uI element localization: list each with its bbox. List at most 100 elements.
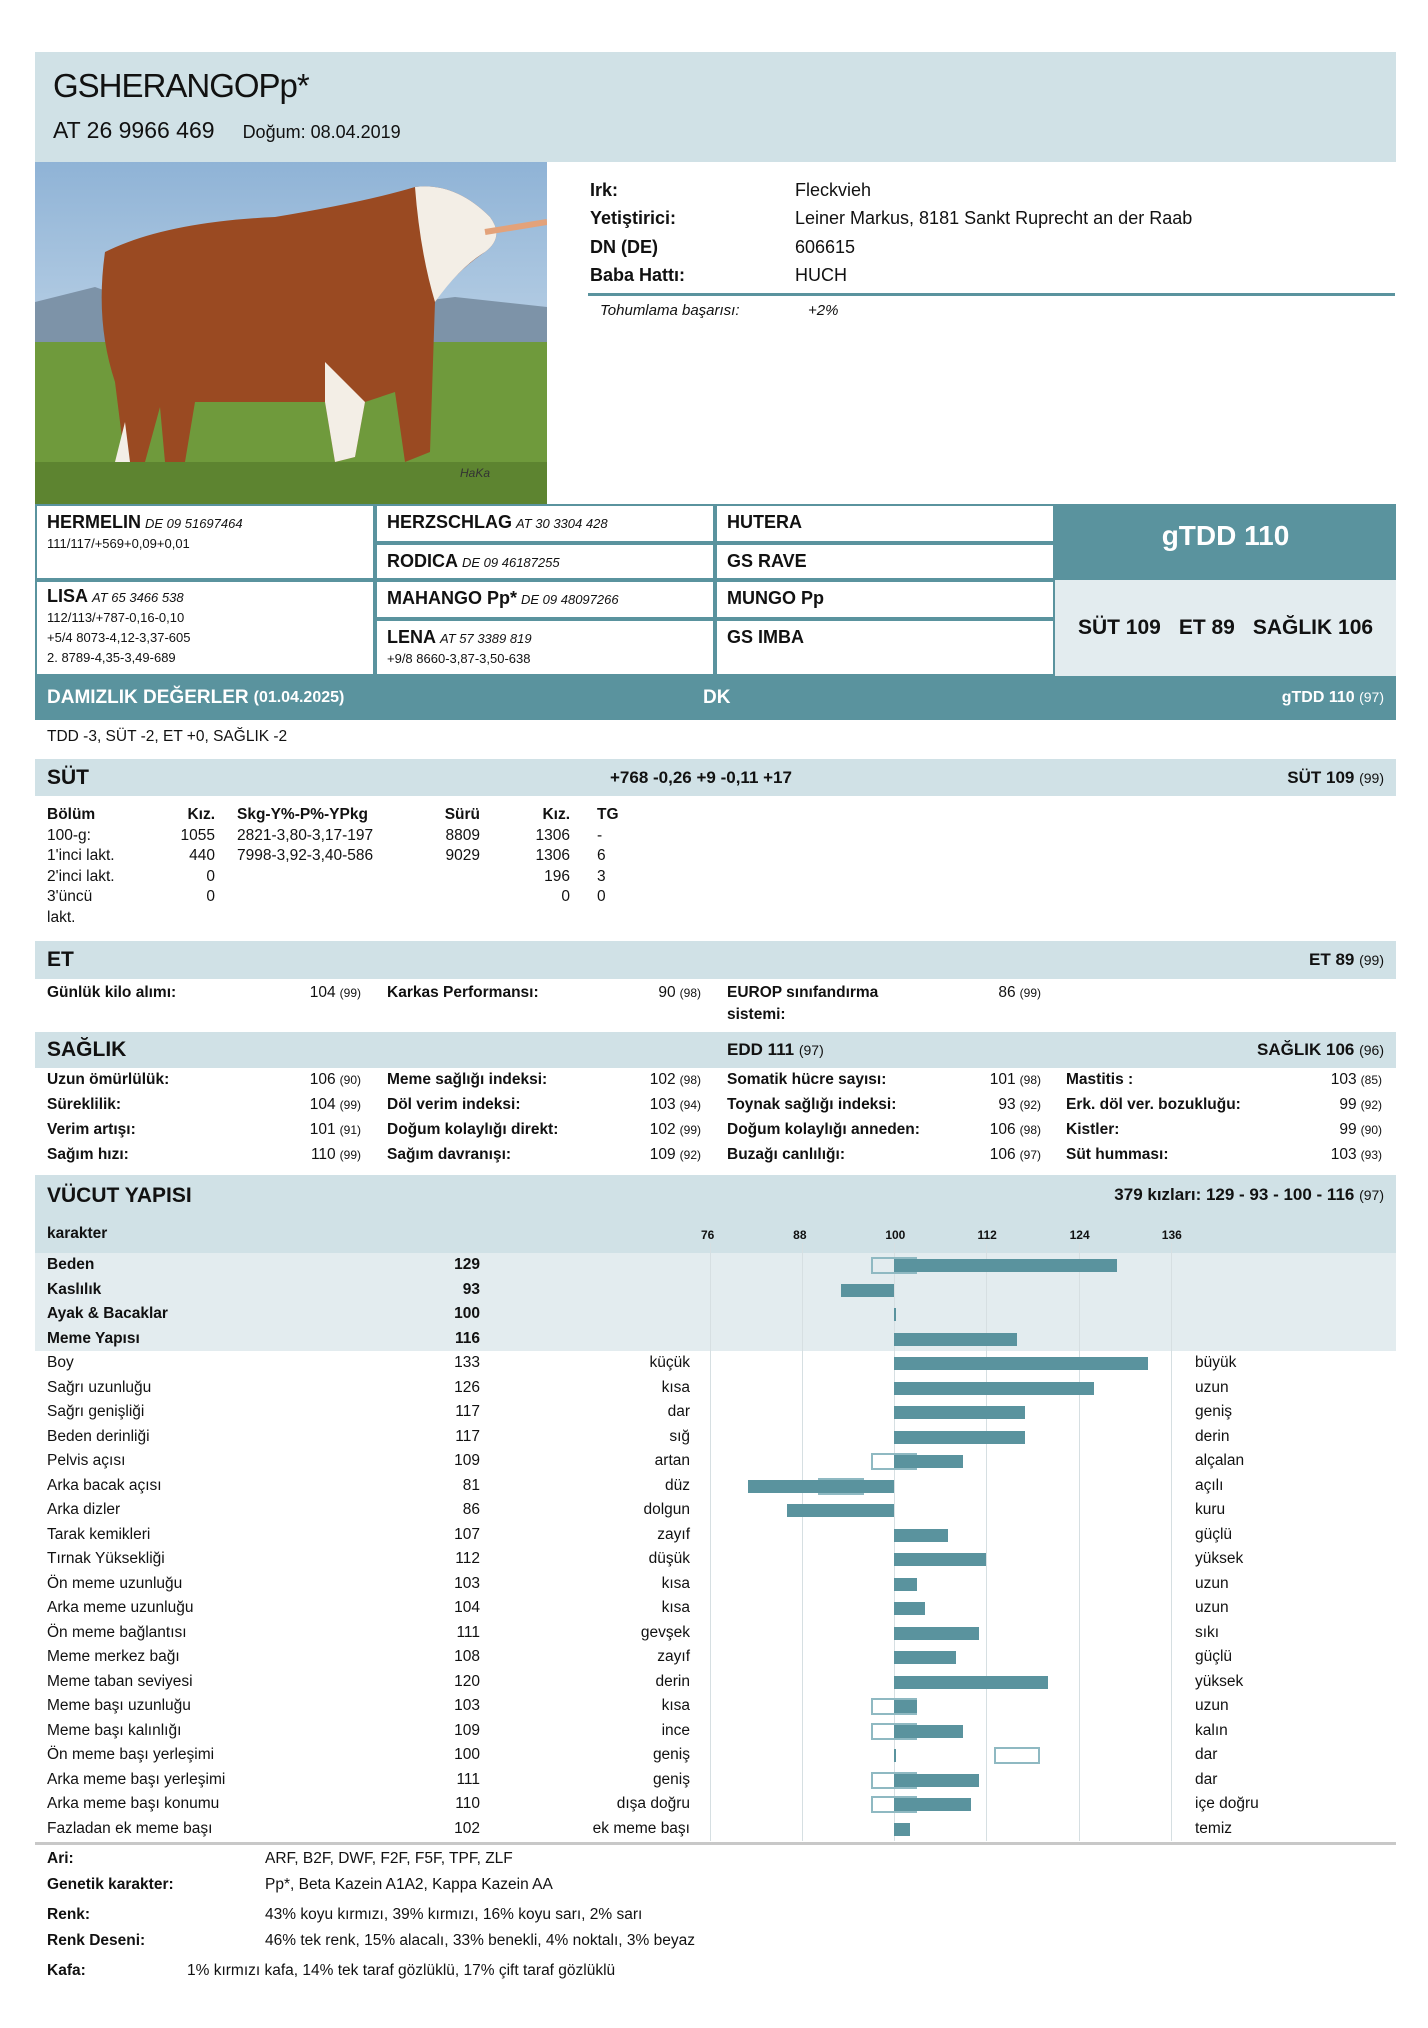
gridline — [1078, 1449, 1080, 1474]
bar-cell — [700, 1473, 1180, 1498]
trait-value: 81 — [462, 1476, 480, 1494]
gridline — [1170, 1326, 1172, 1351]
trait-value: 104 — [454, 1599, 480, 1616]
saglik-title: SAĞLIK — [47, 1038, 127, 1061]
metric-value: 103 (94) — [649, 1096, 701, 1113]
pedigree-sire[interactable]: HERMELIN DE 09 51697464 111/117/+569+0,09+… — [35, 504, 375, 580]
trait-name: Sağrı genişliği — [47, 1403, 145, 1420]
gridline — [1170, 1571, 1172, 1596]
gridline — [802, 1718, 804, 1743]
bar-cell — [700, 1596, 1180, 1621]
metric-value: 93 (92) — [998, 1096, 1041, 1113]
gridline — [802, 1522, 804, 1547]
high-descriptor: sıkı — [1195, 1623, 1220, 1641]
info-row: Baba Hattı: HUCH — [590, 262, 1395, 291]
high-descriptor: dar — [1195, 1770, 1218, 1788]
bar-cell — [700, 1302, 1180, 1327]
trait-value: 107 — [454, 1525, 480, 1543]
gridline — [1170, 1449, 1172, 1474]
column-header: Sürü — [444, 806, 480, 823]
footer-value: ARF, B2F, DWF, F2F, F5F, TPF, ZLF — [265, 1850, 513, 1867]
footer-label: Renk: — [47, 1906, 91, 1923]
table-row: 100-g: 1055 2821-3,80-3,17-197 8809 1306 - — [47, 827, 647, 848]
pedigree-dam-sire[interactable]: MAHANGO Pp* DE 09 48097266 — [375, 580, 715, 619]
low-descriptor: ek meme başı — [592, 1819, 690, 1837]
damizlik-center: DK — [703, 687, 731, 708]
bar-cell — [700, 1424, 1180, 1449]
trait-bar — [894, 1528, 949, 1542]
pedigree-sire-dam[interactable]: RODICA DE 09 46187255 — [375, 543, 715, 580]
gridline — [1170, 1424, 1172, 1449]
bar-cell — [700, 1694, 1180, 1719]
trait-value: 117 — [455, 1427, 480, 1445]
axis-tick-label: 88 — [793, 1228, 807, 1242]
pedigree-sss[interactable]: HUTERA — [715, 504, 1055, 543]
linear-trait-row: Arka dizler 86 dolgun kuru — [35, 1498, 1396, 1523]
high-descriptor: kalın — [1195, 1721, 1228, 1739]
trait-bar — [786, 1504, 895, 1517]
gridline — [710, 1694, 711, 1719]
axis-tick-label: 136 — [1161, 1228, 1182, 1242]
metric-label: Erk. döl ver. bozukluğu: — [1066, 1096, 1241, 1113]
gridline — [894, 1498, 896, 1523]
gridline — [802, 1596, 804, 1621]
metric-value: 104 (99) — [309, 1096, 361, 1113]
gridline — [986, 1645, 988, 1670]
pedigree-dam[interactable]: LISA AT 65 3466 538 112/113/+787-0,16-0,10… — [35, 580, 375, 676]
sut-right: SÜT 109 (99) — [1287, 767, 1384, 787]
linear-trait-row: Tırnak Yüksekliği 112 düşük yüksek — [35, 1547, 1396, 1572]
pedigree-sire-sire[interactable]: HERZSCHLAG AT 30 3304 428 — [375, 504, 715, 543]
trait-bar — [894, 1357, 1148, 1370]
trait-name: Meme başı uzunluğu — [47, 1697, 191, 1714]
animal-name: GSHERANGOPp* — [53, 67, 310, 104]
table-cell: 7998-3,92-3,40-586 — [237, 847, 374, 864]
bar-cell — [700, 1326, 1180, 1351]
high-descriptor: güçlü — [1195, 1648, 1233, 1665]
trait-bar — [894, 1332, 1018, 1346]
saglik-center: EDD 111 (97) — [727, 1040, 824, 1059]
column-header: TG — [597, 806, 619, 823]
pedigree-sds[interactable]: GS RAVE — [715, 543, 1055, 580]
et-title: ET — [47, 948, 74, 971]
trait-name: Ön meme uzunluğu — [47, 1574, 183, 1592]
metric-value: 99 (90) — [1339, 1121, 1382, 1138]
trait-name: Tarak kemikleri — [47, 1525, 151, 1543]
pedigree-dds[interactable]: GS IMBA — [715, 619, 1055, 676]
metric-value: 110 (99) — [310, 1146, 361, 1163]
metric-label: Verim artışı: — [47, 1121, 136, 1138]
metric-value: 109 (92) — [649, 1146, 701, 1163]
trait-bar — [894, 1308, 896, 1321]
metric-label: Karkas Performansı: — [387, 984, 539, 1001]
high-descriptor: geniş — [1195, 1403, 1233, 1420]
bar-cell — [700, 1620, 1180, 1645]
linear-trait-row: Ön meme bağlantısı 111 gevşek sıkı — [35, 1620, 1396, 1645]
bar-cell — [700, 1449, 1180, 1474]
gridline — [1170, 1522, 1172, 1547]
linear-trait-row: Fazladan ek meme başı 102 ek meme başı temi… — [35, 1816, 1396, 1841]
sut-table: Bölüm Kız. Skg-Y%-P%-YPkg Sürü Kız. TG 100-g: 1… — [47, 806, 647, 929]
trait-bar — [894, 1675, 1048, 1689]
gridline — [1170, 1302, 1172, 1327]
trait-name: Sağrı uzunluğu — [47, 1378, 152, 1396]
gridline — [1078, 1400, 1080, 1425]
composite-trait-row: Ayak & Bacaklar 100 — [35, 1302, 1396, 1327]
gridline — [986, 1498, 988, 1523]
metric-label: Süreklilik: — [47, 1096, 122, 1113]
table-cell: 0 — [561, 888, 570, 905]
divider — [588, 293, 1395, 296]
metric-label: Doğum kolaylığı direkt: — [387, 1121, 559, 1138]
saglik-header: SAĞLIK EDD 111 (97) SAĞLIK 106 (96) — [35, 1032, 1396, 1068]
gridline — [710, 1243, 711, 1253]
gridline — [986, 1694, 988, 1719]
trait-bar — [894, 1259, 1118, 1272]
gridline — [1170, 1645, 1172, 1670]
sut-title: SÜT — [47, 765, 89, 789]
gridline — [1170, 1718, 1172, 1743]
high-descriptor: uzun — [1195, 1697, 1229, 1714]
gridline — [710, 1669, 711, 1694]
summary-saglik: SAĞLIK 106 — [1252, 616, 1374, 639]
pedigree-dam-dam[interactable]: LENA AT 57 3389 819 +9/8 8660-3,87-3,50-63… — [375, 619, 715, 676]
axis-tick-label: 76 — [701, 1228, 715, 1242]
linear-trait-row: Meme merkez bağı 108 zayıf güçlü — [35, 1645, 1396, 1670]
pedigree-dss[interactable]: MUNGO Pp — [715, 580, 1055, 619]
